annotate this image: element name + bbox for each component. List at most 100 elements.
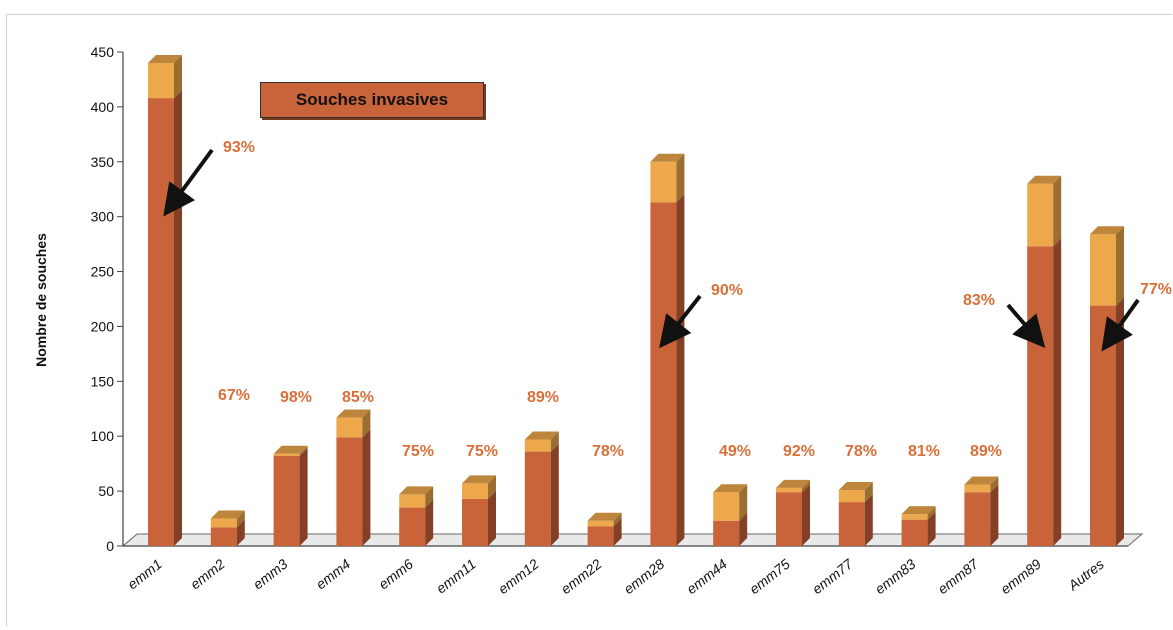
percent-label-emm4: 85% xyxy=(342,389,374,406)
percent-label-Autres: 77% xyxy=(1140,281,1172,298)
bar-side-Autres-series1 xyxy=(1116,226,1124,306)
bar-Autres-series0 xyxy=(1090,305,1116,546)
bar-side-emm44-series0 xyxy=(739,512,748,546)
bar-side-emm4-series1 xyxy=(362,409,371,438)
y-tick-label-3: 150 xyxy=(91,373,115,389)
bar-top-Autres xyxy=(1090,226,1124,235)
bar-emm75-series0 xyxy=(776,492,802,546)
percent-label-emm77: 78% xyxy=(845,443,877,460)
bar-group-emm77 xyxy=(838,482,873,546)
bar-emm2-series1 xyxy=(210,518,237,528)
bar-top-emm1 xyxy=(148,54,182,63)
bar-side-emm28-series1 xyxy=(676,153,685,203)
bar-group-emm1 xyxy=(148,54,182,547)
percent-label-emm11: 75% xyxy=(466,443,498,460)
bar-side-emm11-series1 xyxy=(488,475,496,499)
x-tick-label-emm83: emm83 xyxy=(872,556,919,597)
bar-emm77-series1 xyxy=(838,490,865,503)
bar-emm1-series1 xyxy=(148,62,174,99)
bar-side-emm1-series0 xyxy=(174,90,182,547)
bar-top-emm12 xyxy=(524,431,559,440)
bar-side-emm6-series0 xyxy=(425,499,434,546)
bar-side-emm12-series1 xyxy=(550,431,559,452)
bar-emm89-series0 xyxy=(1027,246,1054,546)
bar-emm87-series1 xyxy=(964,484,991,493)
percent-label-emm87: 89% xyxy=(970,443,1002,460)
x-tick-label-emm22: emm22 xyxy=(558,556,605,597)
arrow-emm89 xyxy=(1006,303,1046,349)
bar-top-emm6 xyxy=(399,486,434,495)
bar-emm28-series0 xyxy=(650,202,677,546)
bar-emm83-series1 xyxy=(901,514,928,520)
y-tick-label-0: 0 xyxy=(106,538,114,554)
bar-side-emm3-series1 xyxy=(299,445,308,456)
bar-side-emm75-series1 xyxy=(802,479,810,493)
bar-side-emm3-series0 xyxy=(299,447,308,546)
bar-Autres-series1 xyxy=(1090,234,1116,306)
x-tick-label-emm11: emm11 xyxy=(433,556,479,597)
x-tick-label-emm2: emm2 xyxy=(187,556,228,593)
bar-group-emm44 xyxy=(713,484,748,546)
legend-label: Souches invasives xyxy=(295,90,449,109)
bar-group-emm75 xyxy=(776,479,810,546)
x-tick-label-emm4: emm4 xyxy=(313,556,354,593)
x-tick-label-emm12: emm12 xyxy=(495,556,542,597)
percent-label-emm6: 75% xyxy=(402,443,434,460)
arrow-emm28 xyxy=(659,294,702,349)
bar-emm6-series0 xyxy=(399,507,426,546)
bar-emm44-series1 xyxy=(713,492,740,521)
bar-emm2-series0 xyxy=(210,527,237,546)
bar-side-emm87-series0 xyxy=(990,484,999,546)
bar-emm77-series0 xyxy=(838,502,865,546)
percent-label-emm83: 81% xyxy=(908,443,940,460)
bar-emm6-series1 xyxy=(399,494,426,508)
bar-side-emm77-series1 xyxy=(864,482,873,503)
percent-label-emm3: 98% xyxy=(280,389,312,406)
bar-group-emm4 xyxy=(336,409,371,546)
bar-top-emm87 xyxy=(964,476,999,485)
bars xyxy=(148,54,1124,547)
bar-group-emm89 xyxy=(1027,175,1062,546)
bar-emm1-series0 xyxy=(148,98,174,547)
bar-top-emm89 xyxy=(1027,175,1062,184)
bar-emm3-series1 xyxy=(273,453,300,456)
bar-emm87-series0 xyxy=(964,492,991,546)
bar-side-emm44-series1 xyxy=(739,484,748,521)
x-tick-label-emm89: emm89 xyxy=(997,556,1044,597)
y-tick-label-5: 250 xyxy=(91,264,115,280)
bar-emm4-series1 xyxy=(336,417,363,438)
bar-side-Autres-series0 xyxy=(1116,297,1124,546)
bar-side-emm83-series0 xyxy=(927,511,936,546)
percent-label-emm44: 49% xyxy=(719,443,751,460)
x-tick-label-emm28: emm28 xyxy=(621,556,668,597)
bar-emm3-series0 xyxy=(273,455,300,546)
x-tick-label-emm75: emm75 xyxy=(746,556,793,597)
bar-emm12-series0 xyxy=(524,451,551,546)
bar-group-emm12 xyxy=(524,431,559,546)
bar-side-emm22-series1 xyxy=(613,512,622,527)
bar-side-emm89-series0 xyxy=(1053,238,1062,546)
y-tick-label-2: 100 xyxy=(91,428,115,444)
y-tick-label-9: 450 xyxy=(91,44,115,60)
percent-label-emm1: 93% xyxy=(223,139,255,156)
bar-side-emm89-series1 xyxy=(1053,175,1062,247)
x-tick-label-Autres: Autres xyxy=(1064,556,1107,594)
bar-group-emm2 xyxy=(210,510,245,546)
y-tick-label-4: 200 xyxy=(91,318,115,334)
bar-top-emm44 xyxy=(713,484,748,493)
legend-box: Souches invasives xyxy=(260,82,484,118)
bar-top-emm75 xyxy=(776,479,810,488)
bar-side-emm12-series0 xyxy=(550,443,559,546)
bar-emm11-series0 xyxy=(462,498,488,546)
bar-side-emm83-series1 xyxy=(927,506,936,520)
arrows xyxy=(163,148,1140,352)
bar-side-emm11-series0 xyxy=(488,490,496,546)
y-tick-label-8: 400 xyxy=(91,99,115,115)
bar-group-emm83 xyxy=(901,506,936,546)
y-tick-label-7: 350 xyxy=(91,154,115,170)
x-tick-label-emm1: emm1 xyxy=(124,556,165,593)
bar-group-emm11 xyxy=(462,475,496,546)
bar-side-emm28-series0 xyxy=(676,194,685,546)
percent-label-emm12: 89% xyxy=(527,389,559,406)
arrow-emm1 xyxy=(163,148,214,217)
